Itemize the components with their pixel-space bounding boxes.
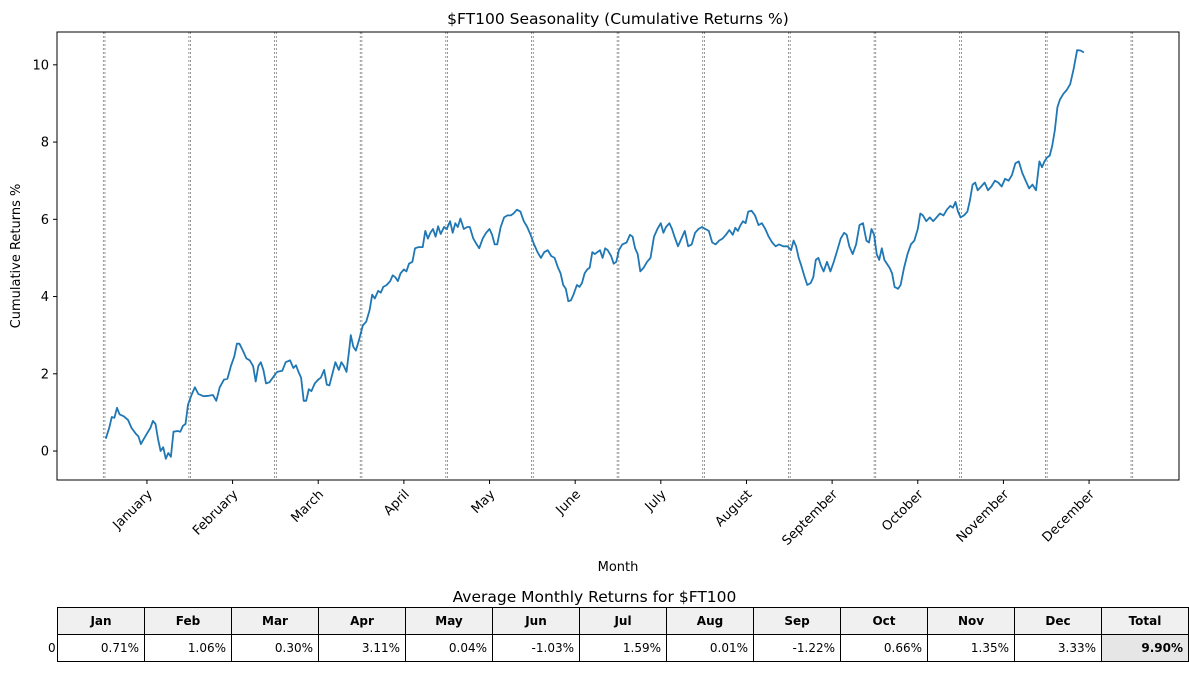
value-cell-oct: 0.66% <box>840 634 928 662</box>
y-tick-label-10: 10 <box>32 58 49 73</box>
x-tick-label-2: March <box>288 487 327 526</box>
y-axis-label: Cumulative Returns % <box>9 184 24 329</box>
header-cell-mar: Mar <box>231 607 319 635</box>
x-tick-label-0: January <box>110 487 156 533</box>
x-tick-label-3: April <box>381 487 413 519</box>
header-cell-apr: Apr <box>318 607 406 635</box>
y-tick-label-4: 4 <box>41 290 49 305</box>
value-cell-jun: -1.03% <box>492 634 580 662</box>
value-cell-nov: 1.35% <box>927 634 1015 662</box>
y-tick-label-8: 8 <box>41 136 49 151</box>
header-cell-jan: Jan <box>57 607 145 635</box>
header-cell-nov: Nov <box>927 607 1015 635</box>
value-cell-jul: 1.59% <box>579 634 667 662</box>
x-axis: January February March April May June July Augu… <box>110 480 1099 549</box>
x-tick-label-1: February <box>190 487 242 539</box>
x-axis-label: Month <box>598 560 639 575</box>
header-cell-jun: Jun <box>492 607 580 635</box>
value-cell-sep: -1.22% <box>753 634 841 662</box>
month-boundary-lines <box>102 32 1134 480</box>
x-tick-label-8: September <box>780 487 842 549</box>
header-cell-dec: Dec <box>1014 607 1102 635</box>
y-tick-label-6: 6 <box>41 213 49 228</box>
y-tick-label-0: 0 <box>41 445 49 460</box>
header-cell-feb: Feb <box>144 607 232 635</box>
table-header-row: Jan Feb Mar Apr May Jun Jul Aug Sep Oct Nov Dec Tota… <box>57 607 1189 635</box>
header-cell-jul: Jul <box>579 607 667 635</box>
value-cell-total: 9.90% <box>1101 634 1189 662</box>
table-title: Average Monthly Returns for $FT100 <box>452 588 737 606</box>
value-cell-jan: 0.71% <box>57 634 145 662</box>
value-cell-may: 0.04% <box>405 634 493 662</box>
x-tick-label-9: October <box>879 487 927 535</box>
y-axis: 0 2 4 6 8 10 <box>32 58 57 460</box>
value-cell-feb: 1.06% <box>144 634 232 662</box>
x-tick-label-7: August <box>713 487 756 530</box>
header-cell-total: Total <box>1101 607 1189 635</box>
x-tick-label-5: June <box>553 487 584 518</box>
value-cell-dec: 3.33% <box>1014 634 1102 662</box>
x-tick-label-11: December <box>1040 487 1099 546</box>
chart-title: $FT100 Seasonality (Cumulative Returns %… <box>447 10 789 28</box>
series-layer <box>104 49 1085 460</box>
series-line-0 <box>104 49 1085 460</box>
header-cell-aug: Aug <box>666 607 754 635</box>
header-cell-may: May <box>405 607 493 635</box>
y-tick-label-2: 2 <box>41 367 49 382</box>
plot-area <box>56 31 1180 481</box>
value-cell-apr: 3.11% <box>318 634 406 662</box>
seasonality-chart: $FT100 Seasonality (Cumulative Returns %… <box>9 10 1180 575</box>
table-row-index: 0 <box>48 641 56 655</box>
x-tick-label-4: May <box>469 487 499 517</box>
header-cell-sep: Sep <box>753 607 841 635</box>
value-cell-aug: 0.01% <box>666 634 754 662</box>
table-row: 0.71% 1.06% 0.30% 3.11% 0.04% -1.03% 1.59% 0.01… <box>57 634 1189 662</box>
x-tick-label-10: November <box>954 487 1013 546</box>
monthly-returns-table: Jan Feb Mar Apr May Jun Jul Aug Sep Oct Nov Dec Tota… <box>57 607 1189 662</box>
x-tick-label-6: July <box>642 487 670 515</box>
value-cell-mar: 0.30% <box>231 634 319 662</box>
header-cell-oct: Oct <box>840 607 928 635</box>
